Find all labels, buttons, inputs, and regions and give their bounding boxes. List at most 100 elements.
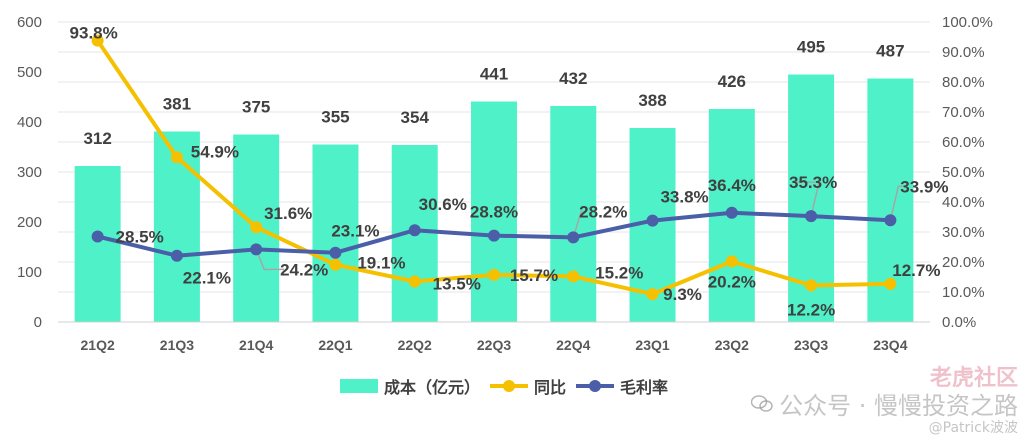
margin-point (408, 224, 421, 237)
watermark-top: 老虎社区 (929, 366, 1018, 391)
data-labels: 312 381 375 355 354 441 432 388 426 495 487 93.8% 54… (70, 24, 949, 320)
right-tick-label: 70.0% (942, 104, 985, 121)
margin-label: 33.9% (900, 177, 948, 196)
legend-item-cost[interactable]: 成本（亿元） (340, 374, 480, 398)
yoy-label: 54.9% (191, 142, 239, 161)
right-axis: 0.0% 10.0% 20.0% 30.0% 40.0% 50.0% 60.0% 70.0% 8… (942, 14, 993, 331)
yoy-label: 20.2% (708, 272, 756, 291)
margin-label: 22.1% (183, 269, 231, 288)
category-label: 21Q4 (239, 337, 273, 353)
bar-label: 375 (242, 98, 270, 117)
right-tick-label: 0.0% (942, 314, 976, 331)
bar (550, 106, 597, 322)
x-axis: 21Q2 21Q3 21Q4 22Q1 22Q2 22Q3 22Q4 23Q1 23Q2 23Q3… (58, 321, 930, 353)
combo-chart: 0 100 200 300 400 500 600 0.0% 10.0% 20.0% 30.0% 4… (17, 14, 993, 353)
margin-point (567, 231, 580, 244)
yoy-label: 93.8% (70, 24, 118, 43)
yoy-point (329, 258, 342, 271)
bar-label: 441 (480, 65, 508, 84)
leader-line (793, 181, 821, 217)
margin-label: 30.6% (419, 195, 467, 214)
yoy-point (488, 268, 500, 281)
right-tick-label: 10.0% (942, 284, 985, 301)
yoy-label: 15.2% (595, 263, 643, 282)
yoy-point (646, 288, 659, 301)
category-label: 22Q1 (318, 337, 352, 353)
legend-item-yoy[interactable]: 同比 (490, 374, 566, 398)
right-tick-label: 50.0% (942, 164, 985, 181)
yoy-label: 12.7% (892, 261, 940, 280)
left-tick-label: 200 (17, 214, 42, 231)
category-label: 23Q4 (873, 337, 907, 353)
margin-point (884, 214, 897, 227)
bar-label: 381 (163, 95, 191, 114)
legend-swatch-yoy (490, 379, 529, 393)
yoy-label: 9.3% (663, 285, 702, 304)
margin-point (488, 229, 500, 242)
bar-label: 432 (559, 69, 587, 88)
margin-label: 33.8% (660, 188, 708, 207)
right-tick-label: 40.0% (942, 194, 985, 211)
right-tick-label: 100.0% (942, 14, 993, 31)
right-tick-label: 60.0% (942, 134, 985, 151)
bar-label: 426 (718, 72, 746, 91)
yoy-point (725, 255, 738, 268)
margin-point (170, 249, 183, 262)
bar-label: 355 (321, 108, 349, 127)
wechat-icon (751, 394, 773, 412)
category-label: 23Q1 (635, 337, 669, 353)
bar-label: 354 (401, 108, 430, 127)
bar-label: 388 (638, 91, 666, 110)
yoy-point (408, 275, 421, 288)
legend-item-margin[interactable]: 毛利率 (576, 374, 668, 398)
left-tick-label: 100 (17, 264, 42, 281)
right-tick-label: 80.0% (942, 74, 985, 91)
legend-swatch-margin (576, 379, 615, 393)
yoy-point (805, 279, 818, 292)
bar-label: 312 (83, 129, 111, 148)
watermark-middle: 公众号 · 慢慢投资之路 (779, 392, 1018, 420)
left-tick-label: 400 (17, 114, 42, 131)
leader-line (255, 249, 285, 271)
bar (74, 166, 121, 322)
yoy-label: 31.6% (264, 204, 312, 223)
left-tick-label: 600 (17, 14, 42, 31)
margin-point (91, 230, 104, 243)
legend-label-yoy: 同比 (534, 378, 567, 397)
margin-label: 36.4% (708, 176, 756, 195)
category-label: 22Q4 (556, 337, 590, 353)
right-tick-label: 90.0% (942, 44, 985, 61)
watermark: 老虎社区 公众号 · 慢慢投资之路 @Patrick波波 (751, 360, 1018, 437)
margin-point (329, 246, 342, 259)
right-tick-label: 30.0% (942, 224, 985, 241)
margin-label: 24.2% (280, 260, 328, 279)
bar (471, 101, 517, 322)
margin-label: 28.5% (116, 228, 164, 247)
yoy-point (884, 277, 897, 290)
left-tick-label: 300 (17, 164, 42, 181)
leader-line (889, 185, 905, 221)
series-lines (91, 34, 897, 301)
category-label: 21Q2 (81, 337, 115, 353)
margin-point (725, 206, 738, 219)
left-axis: 0 100 200 300 400 500 600 (17, 14, 42, 331)
yoy-point (250, 221, 263, 234)
yoy-label: 12.2% (787, 300, 835, 319)
category-label: 23Q2 (715, 337, 749, 353)
left-tick-label: 0 (34, 314, 42, 331)
margin-point (646, 214, 659, 227)
yoy-label: 13.5% (433, 275, 481, 294)
category-label: 22Q2 (398, 337, 432, 353)
bars (74, 74, 914, 322)
leader-line (572, 210, 584, 238)
yoy-point (170, 151, 183, 164)
yoy-point (567, 270, 580, 283)
legend-label-cost: 成本（亿元） (384, 378, 481, 397)
margin-label: 23.1% (331, 222, 379, 241)
margin-label: 28.8% (470, 203, 518, 222)
legend-label-margin: 毛利率 (620, 378, 669, 397)
leader-lines (255, 181, 905, 271)
margin-point (250, 243, 263, 256)
category-label: 21Q3 (160, 337, 194, 353)
legend: 成本（亿元） 同比 毛利率 (340, 372, 678, 400)
